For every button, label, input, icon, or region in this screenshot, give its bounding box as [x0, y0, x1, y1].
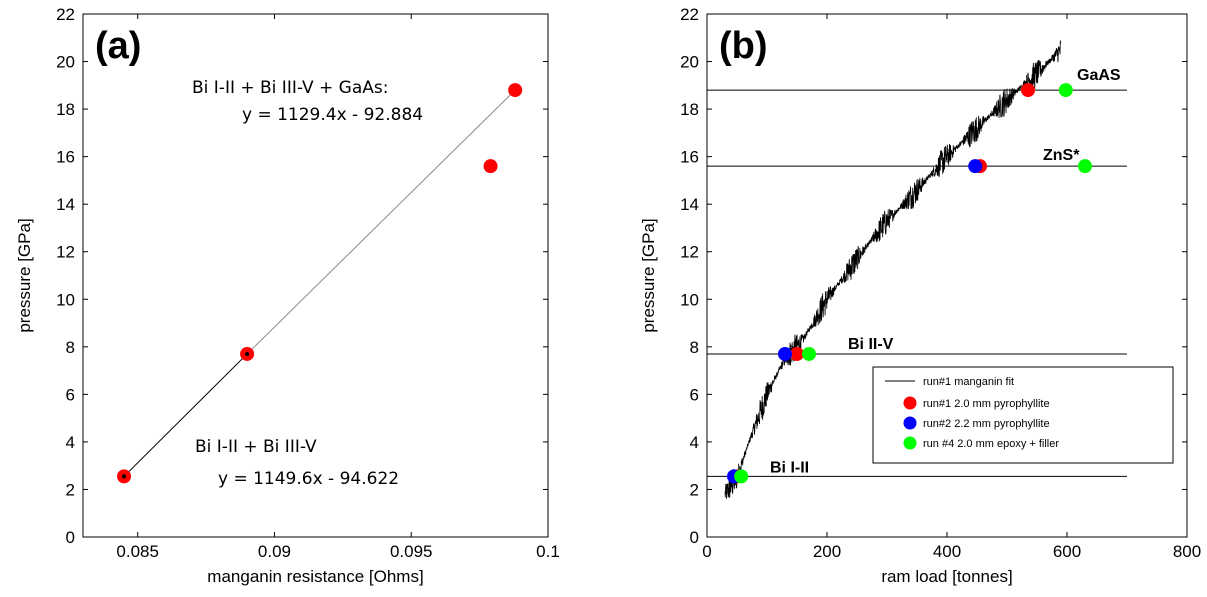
panel-b: 0 200 400 600 800 0 2 4 6 8 10 12 14 16 18 20 22 ram load…: [639, 5, 1201, 586]
panel-b-legend-entry: run #4 2.0 mm epoxy + filler: [923, 438, 1059, 450]
panel-a: 0.085 0.09 0.095 0.1 0 2 4 6 8 10 12 14 16 18 20 22 mang…: [15, 5, 560, 586]
panel-b-x-tick-label: 800: [1173, 542, 1201, 561]
panel-b-x-tick-label: 200: [813, 542, 841, 561]
panel-a-y-tick-label: 4: [66, 433, 75, 452]
panel-b-y-tick-label: 6: [690, 385, 699, 404]
panel-b-series-2-point: [968, 159, 983, 174]
panel-b-series-3-point: [802, 346, 816, 361]
panel-b-y-tick-label: 14: [680, 195, 699, 214]
panel-a-fit-annotation-upper-line2: y = 1129.4x - 92.884: [242, 105, 423, 125]
panel-b-x-tick-label: 600: [1053, 542, 1081, 561]
panel-b-reference-label: Bi II-V: [848, 336, 894, 353]
panel-a-y-tick-label: 2: [66, 480, 75, 499]
panel-a-fit-annotation-upper-line1: Bi I-II + Bi III-V + GaAs:: [192, 78, 388, 98]
panel-b-y-tick-label: 18: [680, 100, 699, 119]
panel-b-y-axis-label: pressure [GPa]: [639, 218, 658, 332]
panel-a-fit-line-1: [123, 353, 248, 477]
panel-b-series-3-point: [1058, 83, 1073, 98]
panel-a-panel-label: (a): [95, 25, 141, 67]
panel-a-point-center-marker: [122, 474, 127, 479]
panel-b-x-axis-label: ram load [tonnes]: [881, 567, 1012, 586]
panel-a-y-tick-label: 6: [66, 385, 75, 404]
panel-a-y-axis-label: pressure [GPa]: [15, 218, 34, 332]
panel-a-x-tick-label: 0.085: [116, 542, 159, 561]
panel-a-y-tick-label: 0: [66, 528, 75, 547]
panel-b-legend-entry: run#1 2.0 mm pyrophyllite: [923, 398, 1050, 410]
panel-a-fit-annotation-lower-line2: y = 1149.6x - 94.622: [218, 469, 399, 489]
panel-a-y-tick-label: 18: [56, 100, 75, 119]
panel-b-series-2-point: [778, 346, 792, 361]
panel-b-reference-label: ZnS*: [1043, 147, 1080, 164]
panel-a-y-tick-label: 12: [56, 243, 75, 262]
panel-b-series-1-point: [1021, 83, 1035, 98]
panel-a-x-tick-label: 0.09: [258, 542, 291, 561]
panel-b-manganin-fit-trace: [724, 40, 1062, 499]
panel-a-y-tick-label: 22: [56, 5, 75, 24]
panel-b-y-tick-label: 20: [680, 53, 699, 72]
panel-b-y-tick-label: 2: [690, 480, 699, 499]
panel-b-y-tick-label: 12: [680, 243, 699, 262]
panel-a-data-point: [483, 159, 498, 174]
panel-b-legend-marker: [903, 396, 917, 410]
panel-a-fit-line-2: [246, 89, 516, 355]
panel-b-series-3-point: [1078, 159, 1092, 174]
panel-b-y-tick-label: 16: [680, 148, 699, 167]
panel-b-panel-label: (b): [719, 25, 768, 67]
panel-b-x-tick-label: 400: [933, 542, 961, 561]
panel-a-data-point: [508, 83, 523, 98]
panel-a-y-tick-label: 10: [56, 290, 75, 309]
panel-b-legend: run#1 manganin fit run#1 2.0 mm pyrophyll…: [872, 366, 1174, 464]
panel-a-y-tick-label: 14: [56, 195, 75, 214]
panel-a-x-axis-label: manganin resistance [Ohms]: [207, 567, 423, 586]
panel-b-reference-label: Bi I-II: [770, 459, 809, 476]
panel-b-y-tick-label: 0: [690, 528, 699, 547]
panel-a-plot-frame: [82, 13, 549, 538]
panel-b-series-1-point: [790, 346, 804, 361]
panel-b-y-tick-label: 10: [680, 290, 699, 309]
panel-a-x-tick-label: 0.095: [390, 542, 433, 561]
panel-b-legend-entry: run#2 2.2 mm pyrophyllite: [923, 418, 1050, 430]
panel-b-x-tick-label: 0: [702, 542, 711, 561]
panel-a-fit-annotation-lower-line1: Bi I-II + Bi III-V: [195, 437, 317, 457]
panel-b-series-3-point: [734, 469, 749, 484]
panel-a-y-tick-label: 8: [66, 338, 75, 357]
panel-a-y-tick-label: 20: [56, 53, 75, 72]
panel-b-legend-marker: [903, 416, 917, 430]
panel-b-reference-label: GaAS: [1077, 67, 1121, 84]
panel-b-legend-entry: run#1 manganin fit: [923, 376, 1014, 388]
panel-b-legend-marker: [903, 436, 917, 450]
panel-b-legend-box: [872, 366, 1174, 464]
panel-a-x-tick-label: 0.1: [536, 542, 560, 561]
panel-b-y-tick-label: 8: [690, 338, 699, 357]
panel-b-y-tick-label: 4: [690, 433, 699, 452]
panel-a-point-center-marker: [245, 351, 250, 356]
panel-b-y-tick-label: 22: [680, 5, 699, 24]
panel-a-y-tick-label: 16: [56, 148, 75, 167]
